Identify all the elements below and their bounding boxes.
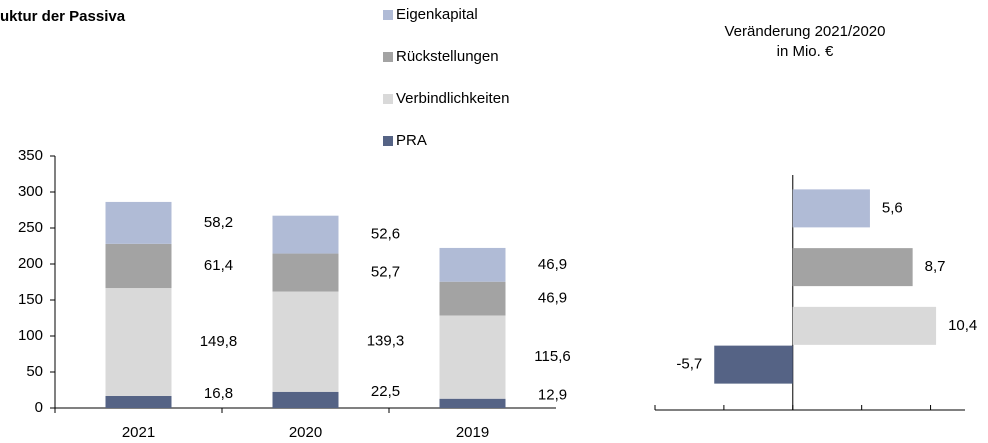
bar-segment: [105, 288, 172, 396]
y-tick-label: 300: [18, 183, 43, 200]
data-label: 10,4: [948, 317, 977, 334]
legend-label: Eigenkapital: [396, 6, 478, 23]
legend-label: Verbindlichkeiten: [396, 90, 509, 107]
x-tick-label: 2021: [122, 424, 155, 441]
bar-segment: [439, 247, 506, 282]
bar-segment: [105, 243, 172, 289]
bar: [792, 189, 870, 228]
data-label: 52,6: [371, 226, 400, 243]
legend-swatch: [383, 94, 393, 104]
y-tick-label: 150: [18, 291, 43, 308]
data-label: 61,4: [204, 257, 233, 274]
data-label: 115,6: [534, 348, 570, 365]
chart-subtitle: in Mio. €: [777, 43, 834, 60]
y-tick-label: 50: [26, 363, 43, 380]
bar-segment: [105, 395, 172, 408]
x-tick-label: 2020: [289, 424, 322, 441]
data-label: 139,3: [367, 333, 405, 350]
bar-segment: [272, 391, 339, 408]
x-tick-label: 2019: [456, 424, 489, 441]
bar: [792, 248, 913, 287]
data-label: 22,5: [371, 383, 400, 400]
data-label: -5,7: [676, 356, 702, 373]
data-label: 5,6: [882, 199, 903, 216]
y-tick-label: 250: [18, 219, 43, 236]
legend-swatch: [383, 52, 393, 62]
bar-segment: [439, 398, 506, 408]
bar: [792, 306, 937, 345]
bar: [714, 345, 793, 384]
y-tick-label: 200: [18, 255, 43, 272]
bar-segment: [439, 315, 506, 399]
legend-label: PRA: [396, 132, 427, 149]
bar-segment: [272, 253, 339, 292]
data-label: 16,8: [204, 385, 233, 402]
y-tick-label: 0: [35, 399, 43, 416]
bar-segment: [272, 291, 339, 392]
y-tick-label: 350: [18, 147, 43, 164]
chart-title: uktur der Passiva: [0, 8, 126, 25]
data-label: 149,8: [200, 333, 238, 350]
legend-label: Rückstellungen: [396, 48, 499, 65]
bar-segment: [105, 201, 172, 244]
data-label: 58,2: [204, 214, 233, 231]
data-label: 8,7: [925, 258, 946, 275]
chart-title: Veränderung 2021/2020: [725, 23, 886, 40]
bar-segment: [439, 281, 506, 316]
y-tick-label: 100: [18, 327, 43, 344]
data-label: 52,7: [371, 264, 400, 281]
data-label: 12,9: [538, 386, 567, 403]
legend-swatch: [383, 10, 393, 20]
legend-swatch: [383, 136, 393, 146]
data-label: 46,9: [538, 256, 567, 273]
bar-segment: [272, 215, 339, 254]
data-label: 46,9: [538, 290, 567, 307]
